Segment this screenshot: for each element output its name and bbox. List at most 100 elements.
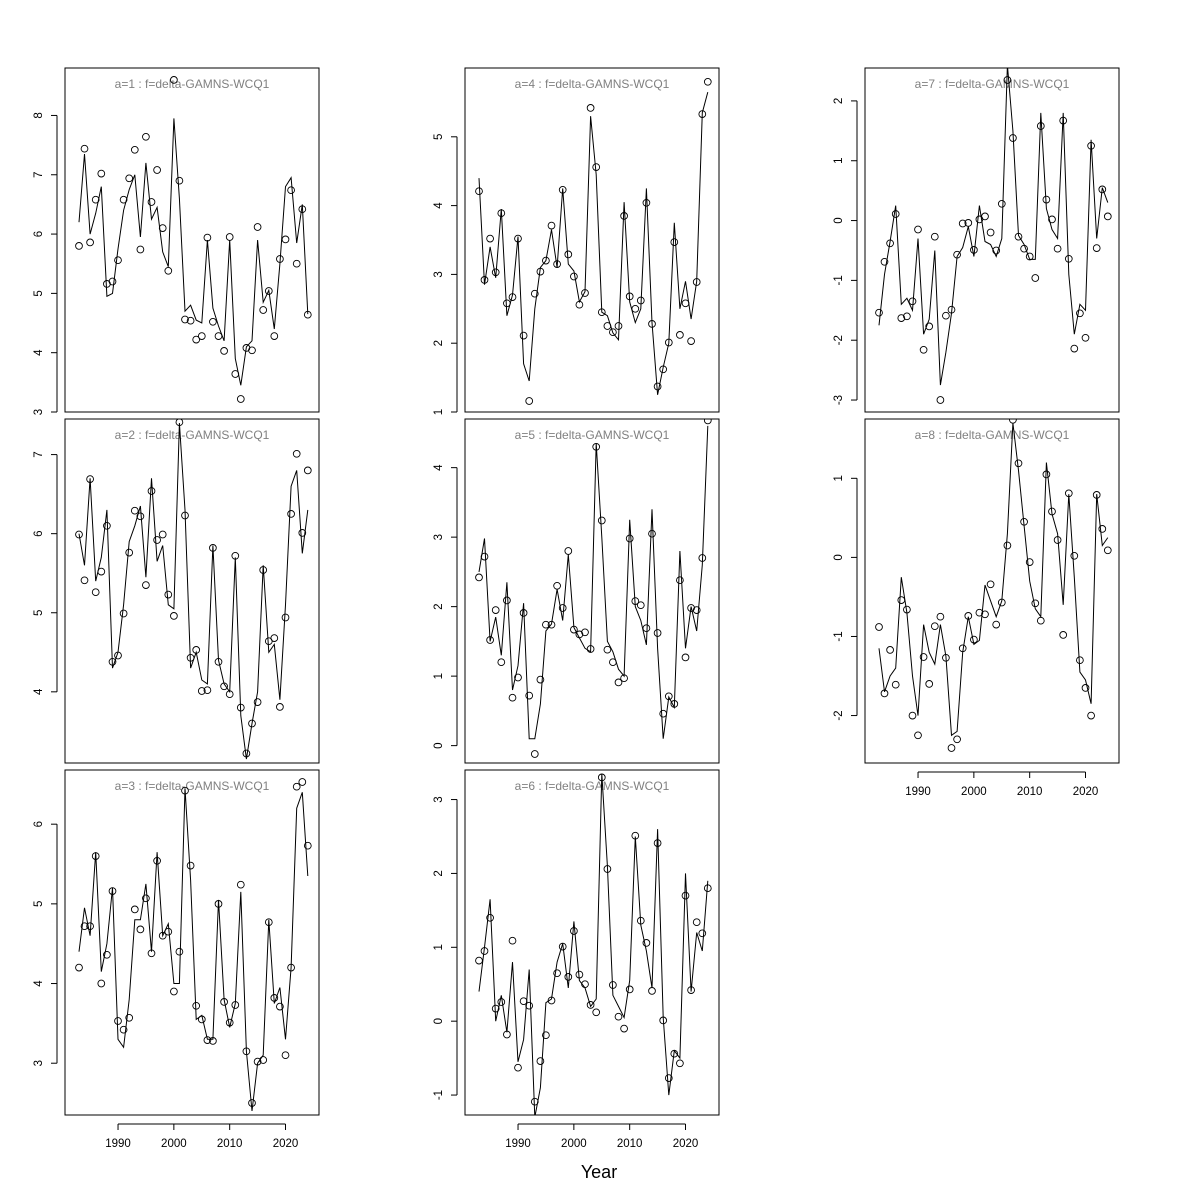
panel-1-y-tick-label: 8 [33,112,45,118]
panel-5-observed-point [514,673,522,682]
panel-7-observed-point [958,219,967,228]
panel-2-observed-point [114,651,122,660]
panel-8-observed-point [1092,491,1101,499]
panel-4-observed-point [648,320,656,328]
panel-7-observed-point [1009,134,1017,142]
panel-6-observed-point [530,1097,539,1106]
panel-2-observed-point [130,506,139,515]
panel-1-observed-point [153,166,161,174]
panel-1-observed-point [220,347,228,355]
panel-2-observed-point [170,612,178,620]
panel-2-frame [64,418,320,764]
panel-3-observed-point [192,1001,201,1010]
panel-5-observed-point [497,658,506,667]
panel-1-observed-point [231,370,240,378]
panel-6-title: a=6 : f=delta-GAMNS-WCQ1 [515,779,670,793]
panel-3-observed-point [264,918,273,927]
panel-6-observed-point [542,1031,550,1040]
panel-1-observed-point [86,238,94,247]
panel-4-observed-point [542,256,550,265]
panel-5-observed-point [597,516,606,525]
panel-7-observed-point [1031,274,1040,282]
panel-5-observed-point [525,691,534,700]
panel-5-y-tick-label: 3 [433,534,445,540]
panel-7-observed-point [1048,215,1056,224]
panel-2-observed-point [292,449,301,458]
panel-2-observed-point [225,690,234,699]
panel-6-y-tick-label: -1 [433,1090,445,1100]
panel-6-observed-point [603,865,612,873]
panel-1-observed-point [197,332,206,340]
panel-7-observed-point [1036,122,1045,130]
panel-1-observed-point [158,224,167,232]
panel-4-frame [464,67,720,413]
panel-4-observed-point [570,272,578,281]
panel-2-observed-point [214,657,223,666]
panel-2-observed-point [80,576,89,585]
panel-3-observed-point [203,1036,212,1044]
panel-6-observed-point [614,1012,623,1021]
panel-4-observed-point [491,268,500,277]
panel-5-observed-point [692,606,701,614]
panel-7-observed-point [908,297,917,306]
panel-4-observed-point [653,382,662,391]
panel-3-observed-point [292,782,301,791]
panel-3-observed-point [209,1037,217,1045]
panel-1-y-tick-label: 4 [33,349,45,356]
panel-6-observed-point [553,969,561,978]
panel-8-y-tick-label: 0 [833,554,845,560]
panel-3-observed-point [97,979,106,988]
panel-2-observed-point [209,544,217,552]
panel-1-observed-point [192,335,201,344]
panel-3-observed-point [91,852,100,860]
panel-6-observed-point [503,1030,511,1039]
panel-4-observed-point [631,304,640,313]
panel-5-observed-point [687,604,695,612]
panel-2-observed-point [181,511,189,520]
panel-8-observed-point [975,608,984,617]
panel-8-observed-point [992,620,1001,629]
panel-6-y-tick-label: 0 [433,1018,445,1024]
panel-1-observed-point [186,316,195,325]
panel-7-y-tick-label: 0 [833,217,845,223]
panel-4-observed-point [592,163,601,171]
panel-7-observed-point [886,239,894,248]
panel-6-y-tick-label: 3 [433,796,445,802]
panel-4-observed-point [614,322,623,330]
panel-6-observed-point [575,970,584,979]
panel-6-y-tick-label: 1 [433,944,445,950]
panel-7-observed-point [1014,232,1023,241]
panel-2-observed-point [281,613,290,622]
panel-6-observed-point [508,936,517,945]
panel-7-observed-point [930,232,939,241]
panel-8-observed-point [897,596,906,604]
panel-1-observed-point [248,346,256,355]
panel-8-x-tick-label: 2010 [1017,786,1043,798]
panel-6-observed-point [519,997,528,1006]
panel-4-observed-point [519,331,528,340]
panel-8-observed-point [986,580,995,589]
panel-8-observed-point [1087,711,1095,720]
panel-6-observed-point [497,998,506,1006]
panel-4-observed-point [603,322,612,330]
panel-3-observed-point [119,1025,128,1034]
panel-5-observed-point [575,630,584,639]
panel-7-observed-point [986,228,995,237]
panel-5-fitted-line [478,425,709,740]
panel-7: a=7 : f=delta-GAMNS-WCQ1 -3 -2 -1 0 1 2 [833,67,1120,413]
panel-5-observed-point [625,534,634,543]
panel-6-x-tick-label: 2010 [617,1138,643,1150]
panel-5-observed-point [636,601,645,610]
panel-5-observed-point [592,442,601,451]
panel-5-observed-point [659,709,668,718]
panel-5-observed-point [620,674,628,683]
panel-2-observed-point [175,419,184,427]
panel-6-observed-point [514,1063,522,1072]
panel-3-observed-point [158,931,167,940]
panel-7-observed-point [997,199,1006,208]
panel-1-observed-point [276,255,284,263]
panel-6-observed-point [586,1001,595,1009]
panel-5-observed-point [519,609,528,617]
panel-4-fitted-line [478,91,709,395]
panel-8-observed-point [997,598,1006,607]
